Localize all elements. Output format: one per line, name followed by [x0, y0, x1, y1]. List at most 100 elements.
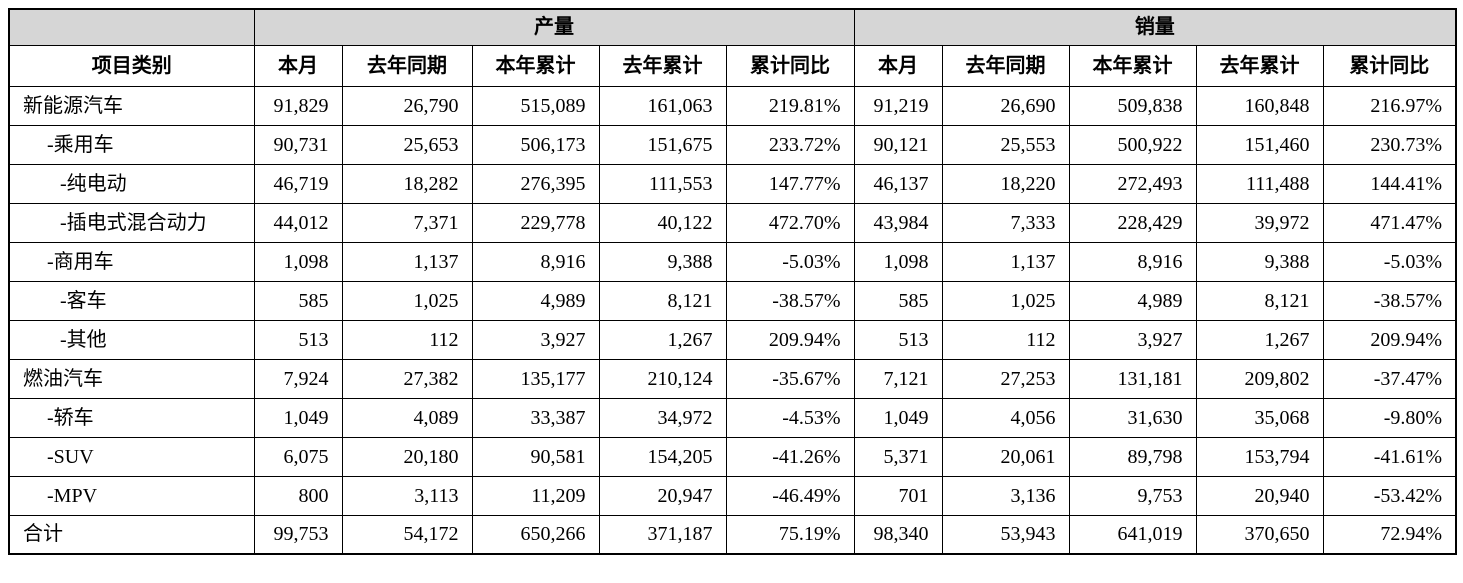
table-body: 新能源汽车 91,829 26,790 515,089 161,063 219.81% 91…: [8, 85, 1457, 555]
sales-value-cell: -5.03%: [1322, 241, 1457, 282]
header-sales-ytd: 本年累计: [1068, 44, 1197, 87]
production-value-cell: 34,972: [598, 397, 727, 438]
sales-value-cell: 4,989: [1068, 280, 1197, 321]
sales-value-cell: -41.61%: [1322, 436, 1457, 477]
production-value-cell: 33,387: [471, 397, 600, 438]
sales-value-cell: 5,371: [853, 436, 943, 477]
production-value-cell: 513: [253, 319, 343, 360]
sales-value-cell: 471.47%: [1322, 202, 1457, 243]
production-value-cell: 54,172: [341, 514, 473, 555]
header-sub-row: 项目类别 本月 去年同期 本年累计 去年累计 累计同比 本月 去年同期 本年累计…: [8, 44, 1457, 87]
production-value-cell: 25,653: [341, 124, 473, 165]
sales-value-cell: 144.41%: [1322, 163, 1457, 204]
sales-value-cell: 216.97%: [1322, 85, 1457, 126]
production-value-cell: 371,187: [598, 514, 727, 555]
row-label: 燃油汽车: [8, 358, 255, 399]
production-value-cell: 91,829: [253, 85, 343, 126]
production-value-cell: 506,173: [471, 124, 600, 165]
sales-value-cell: 1,267: [1195, 319, 1324, 360]
production-value-cell: 20,947: [598, 475, 727, 516]
production-value-cell: 1,137: [341, 241, 473, 282]
production-value-cell: 1,049: [253, 397, 343, 438]
row-label: -MPV: [8, 475, 255, 516]
production-value-cell: 4,089: [341, 397, 473, 438]
sales-value-cell: 1,049: [853, 397, 943, 438]
production-value-cell: 46,719: [253, 163, 343, 204]
sales-value-cell: 509,838: [1068, 85, 1197, 126]
production-value-cell: 8,121: [598, 280, 727, 321]
production-value-cell: 209.94%: [725, 319, 855, 360]
table-row: -其他 513 112 3,927 1,267 209.94% 513 112 3,927 1,2…: [8, 319, 1457, 360]
production-value-cell: 147.77%: [725, 163, 855, 204]
production-value-cell: 18,282: [341, 163, 473, 204]
table-row: -乘用车 90,731 25,653 506,173 151,675 233.72% 90,…: [8, 124, 1457, 165]
table-row: 新能源汽车 91,829 26,790 515,089 161,063 219.81% 91…: [8, 85, 1457, 126]
sales-value-cell: 20,940: [1195, 475, 1324, 516]
sales-value-cell: 8,916: [1068, 241, 1197, 282]
sales-value-cell: 8,121: [1195, 280, 1324, 321]
sales-value-cell: -37.47%: [1322, 358, 1457, 399]
production-value-cell: 1,098: [253, 241, 343, 282]
table-row: -MPV 800 3,113 11,209 20,947 -46.49% 701 3,136 9…: [8, 475, 1457, 516]
sales-value-cell: 46,137: [853, 163, 943, 204]
table-row: -客车 585 1,025 4,989 8,121 -38.57% 585 1,025 4,98…: [8, 280, 1457, 321]
sales-value-cell: 20,061: [941, 436, 1070, 477]
production-value-cell: -5.03%: [725, 241, 855, 282]
sales-value-cell: 35,068: [1195, 397, 1324, 438]
sales-value-cell: 26,690: [941, 85, 1070, 126]
sales-value-cell: 1,137: [941, 241, 1070, 282]
production-value-cell: 233.72%: [725, 124, 855, 165]
table-row: -纯电动 46,719 18,282 276,395 111,553 147.77% 46,…: [8, 163, 1457, 204]
sales-value-cell: 31,630: [1068, 397, 1197, 438]
row-label: -客车: [8, 280, 255, 321]
production-value-cell: 229,778: [471, 202, 600, 243]
sales-value-cell: 230.73%: [1322, 124, 1457, 165]
production-sales-table: 产量 销量 项目类别 本月 去年同期 本年累计 去年累计 累计同比 本月 去年同…: [8, 8, 1458, 555]
production-value-cell: 1,267: [598, 319, 727, 360]
table-row: -SUV 6,075 20,180 90,581 154,205 -41.26% 5,371…: [8, 436, 1457, 477]
production-value-cell: 75.19%: [725, 514, 855, 555]
header-sales-month: 本月: [853, 44, 943, 87]
header-sales-last-ytd: 去年累计: [1195, 44, 1324, 87]
production-value-cell: 6,075: [253, 436, 343, 477]
production-value-cell: 7,371: [341, 202, 473, 243]
sales-value-cell: 25,553: [941, 124, 1070, 165]
sales-value-cell: 7,333: [941, 202, 1070, 243]
row-label: -乘用车: [8, 124, 255, 165]
table-row: -商用车 1,098 1,137 8,916 9,388 -5.03% 1,098 1,137…: [8, 241, 1457, 282]
sales-value-cell: 153,794: [1195, 436, 1324, 477]
sales-value-cell: 7,121: [853, 358, 943, 399]
production-value-cell: 8,916: [471, 241, 600, 282]
header-sales-last-year-period: 去年同期: [941, 44, 1070, 87]
production-value-cell: 3,113: [341, 475, 473, 516]
production-value-cell: 40,122: [598, 202, 727, 243]
header-prod-last-ytd: 去年累计: [598, 44, 727, 87]
production-value-cell: -35.67%: [725, 358, 855, 399]
production-value-cell: 27,382: [341, 358, 473, 399]
row-label: -SUV: [8, 436, 255, 477]
header-group-row: 产量 销量: [8, 8, 1457, 46]
production-value-cell: 161,063: [598, 85, 727, 126]
sales-value-cell: 112: [941, 319, 1070, 360]
table-row: 合计 99,753 54,172 650,266 371,187 75.19% 98,340…: [8, 514, 1457, 555]
production-value-cell: 3,927: [471, 319, 600, 360]
row-label: -商用车: [8, 241, 255, 282]
production-value-cell: 472.70%: [725, 202, 855, 243]
production-value-cell: -38.57%: [725, 280, 855, 321]
sales-value-cell: 91,219: [853, 85, 943, 126]
sales-value-cell: 39,972: [1195, 202, 1324, 243]
production-value-cell: 11,209: [471, 475, 600, 516]
header-sales-yoy: 累计同比: [1322, 44, 1457, 87]
production-value-cell: 219.81%: [725, 85, 855, 126]
sales-value-cell: 4,056: [941, 397, 1070, 438]
row-label: 新能源汽车: [8, 85, 255, 126]
sales-value-cell: 53,943: [941, 514, 1070, 555]
row-label: 合计: [8, 514, 255, 555]
production-value-cell: 1,025: [341, 280, 473, 321]
row-label: -轿车: [8, 397, 255, 438]
production-value-cell: 585: [253, 280, 343, 321]
production-value-cell: 515,089: [471, 85, 600, 126]
sales-value-cell: 272,493: [1068, 163, 1197, 204]
sales-value-cell: 228,429: [1068, 202, 1197, 243]
sales-value-cell: 641,019: [1068, 514, 1197, 555]
